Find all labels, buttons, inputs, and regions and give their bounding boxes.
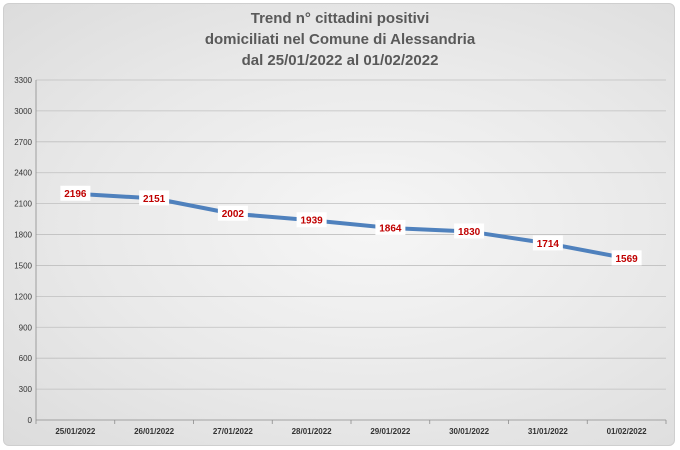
y-tick-label: 0: [28, 416, 33, 425]
data-label-box: [532, 235, 563, 251]
data-label: 1569: [611, 250, 642, 266]
y-tick-label: 2100: [14, 200, 32, 209]
data-label: 1939: [296, 212, 327, 228]
x-tick-label: 01/02/2022: [607, 427, 648, 436]
y-tick-label: 1500: [14, 261, 32, 270]
y-tick-label: 1200: [14, 292, 32, 301]
y-tick-label: 2700: [14, 138, 32, 147]
data-label-box: [296, 212, 327, 228]
data-labels: 2196 2151 2002 1939 1864 1830 1714 1569: [60, 185, 642, 266]
y-tick-label: 3000: [14, 107, 32, 116]
data-label-text: 1569: [616, 254, 639, 265]
x-tick-label: 26/01/2022: [134, 427, 175, 436]
y-tick-label: 1800: [14, 231, 32, 240]
data-label-box: [217, 205, 248, 221]
data-label-box: [611, 250, 642, 266]
data-label-text: 2002: [222, 209, 245, 220]
data-label: 1864: [375, 219, 406, 235]
y-axis: 0 300 600 900 1200 1500 1800 2100 2400 2700 3000 33…: [14, 76, 37, 425]
x-tick-label: 29/01/2022: [370, 427, 411, 436]
data-label: 1714: [532, 235, 563, 251]
x-tick-label: 25/01/2022: [55, 427, 96, 436]
data-label-text: 1939: [301, 216, 324, 227]
x-tick-label: 27/01/2022: [213, 427, 254, 436]
chart-title-line-2: domiciliati nel Comune di Alessandria: [204, 31, 476, 48]
data-label-text: 2151: [143, 194, 166, 205]
y-tick-label: 3300: [14, 76, 32, 85]
x-axis: 25/01/2022 26/01/2022 27/01/2022 28/01/2022…: [35, 419, 667, 436]
x-tick-label: 31/01/2022: [528, 427, 569, 436]
y-tick-label: 2400: [14, 169, 32, 178]
chart-title-line-3: dal 25/01/2022 al 01/02/2022: [241, 52, 439, 69]
y-tick-label: 600: [19, 354, 33, 363]
data-label: 2151: [139, 190, 170, 206]
chart-title: Trend n° cittadini positivi domiciliati …: [0, 8, 680, 71]
gridlines: [36, 79, 666, 390]
data-label-text: 1864: [379, 223, 402, 234]
y-tick-label: 900: [19, 323, 33, 332]
data-label-text: 1830: [458, 227, 481, 238]
x-tick-label: 28/01/2022: [292, 427, 333, 436]
data-label-box: [60, 185, 91, 201]
data-label: 1830: [454, 223, 485, 239]
data-label-box: [454, 223, 485, 239]
data-label: 2002: [217, 205, 248, 221]
data-label-box: [375, 219, 406, 235]
y-tick-label: 300: [19, 385, 33, 394]
data-label-text: 1714: [537, 239, 560, 250]
data-label-box: [139, 190, 170, 206]
chart-title-line-1: Trend n° cittadini positivi: [250, 10, 430, 27]
data-label: 2196: [60, 185, 91, 201]
data-label-text: 2196: [64, 189, 87, 200]
x-tick-label: 30/01/2022: [449, 427, 490, 436]
